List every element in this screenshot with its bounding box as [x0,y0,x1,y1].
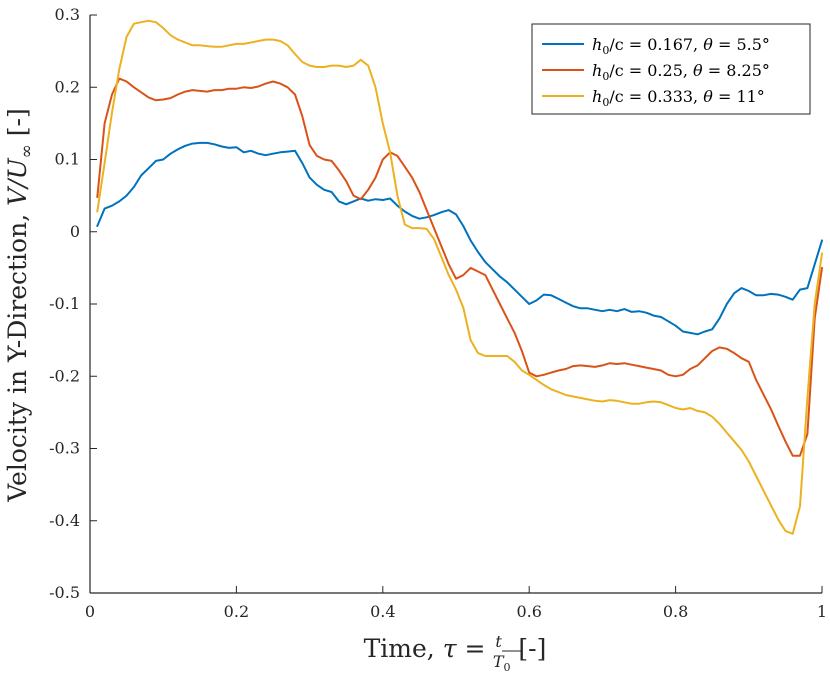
series-line-3 [96,19,823,535]
y-tick-label: 0.3 [55,5,80,24]
plot-area: 0 0.2 0.4 0.6 0.8 1 -0.5 -0.4 -0.3 -0.2 -0.1 0 0.1 0.… [49,5,827,621]
y-tick-label: -0.2 [49,366,80,385]
legend-label-3: h0/c = 0.333, θ = 11° [592,87,765,109]
y-tick-label: -0.4 [49,511,80,530]
x-tick-label: 1 [817,602,827,621]
x-tick-label: 0 [85,602,95,621]
y-tick-label: 0.2 [55,77,80,96]
x-tick-label: 0.4 [370,602,395,621]
series-line-2 [96,77,823,457]
legend-label-1: h0/c = 0.167, θ = 5.5° [592,35,770,57]
y-tick-label: 0.1 [55,150,80,169]
legend: h0/c = 0.167, θ = 5.5° h0/c = 0.25, θ = 8… [531,23,811,115]
y-tick-label: -0.5 [49,583,80,602]
x-tick-label: 0.2 [224,602,249,621]
x-axis-title: Time, τ = t T0 [-] [364,632,547,674]
y-tick-label: -0.1 [49,294,80,313]
x-tick-label: 0.8 [663,602,688,621]
y-axis-title: Velocity in Y-Direction, V/U∞ [-] [3,108,37,502]
series-line-1 [96,141,823,336]
series-group [96,19,823,535]
legend-label-2: h0/c = 0.25, θ = 8.25° [592,61,770,83]
y-tick-label: 0 [70,222,80,241]
y-tick-label: -0.3 [49,439,80,458]
axes: 0 0.2 0.4 0.6 0.8 1 -0.5 -0.4 -0.3 -0.2 -0.1 0 0.1 0.… [49,5,827,621]
x-tick-label: 0.6 [516,602,541,621]
